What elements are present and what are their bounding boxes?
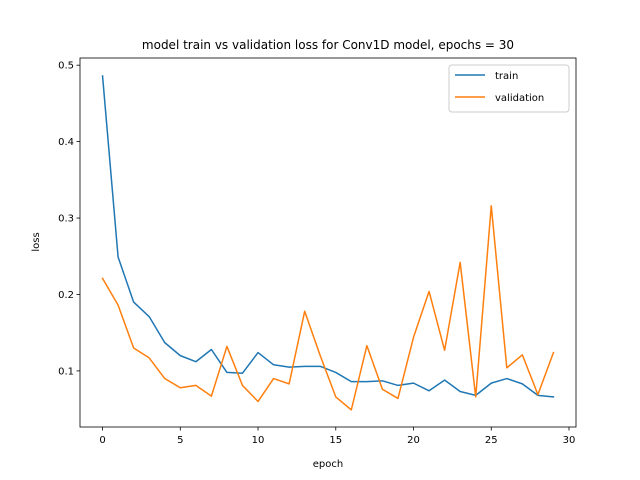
x-tick-label: 15 <box>329 435 342 446</box>
y-tick-label: 0.2 <box>58 290 74 301</box>
legend-validation-label: validation <box>495 93 544 104</box>
x-axis-ticks: 0 5 10 15 20 25 30 <box>99 427 575 446</box>
y-tick-label: 0.4 <box>58 137 74 148</box>
series-line-validation <box>101 205 555 411</box>
y-tick-label: 0.1 <box>58 366 74 377</box>
x-tick-label: 30 <box>563 435 576 446</box>
x-tick-label: 0 <box>99 435 105 446</box>
legend: train validation <box>448 64 570 113</box>
y-tick-label: 0.3 <box>58 214 74 225</box>
x-tick-label: 5 <box>177 435 183 446</box>
series-line-train <box>101 75 555 398</box>
legend-train-label: train <box>495 71 518 82</box>
y-axis-ticks: 0.1 0.2 0.3 0.4 0.5 <box>58 61 80 377</box>
y-tick-label: 0.5 <box>58 61 74 72</box>
legend-box <box>448 64 570 113</box>
x-tick-label: 10 <box>252 435 265 446</box>
axes-frame <box>79 57 577 428</box>
chart-title: model train vs validation loss for Conv1… <box>142 38 514 52</box>
x-tick-label: 25 <box>485 435 498 446</box>
plot-area <box>101 75 555 411</box>
y-axis-label: loss <box>31 232 42 251</box>
x-axis-label: epoch <box>313 459 343 470</box>
x-tick-label: 20 <box>407 435 420 446</box>
